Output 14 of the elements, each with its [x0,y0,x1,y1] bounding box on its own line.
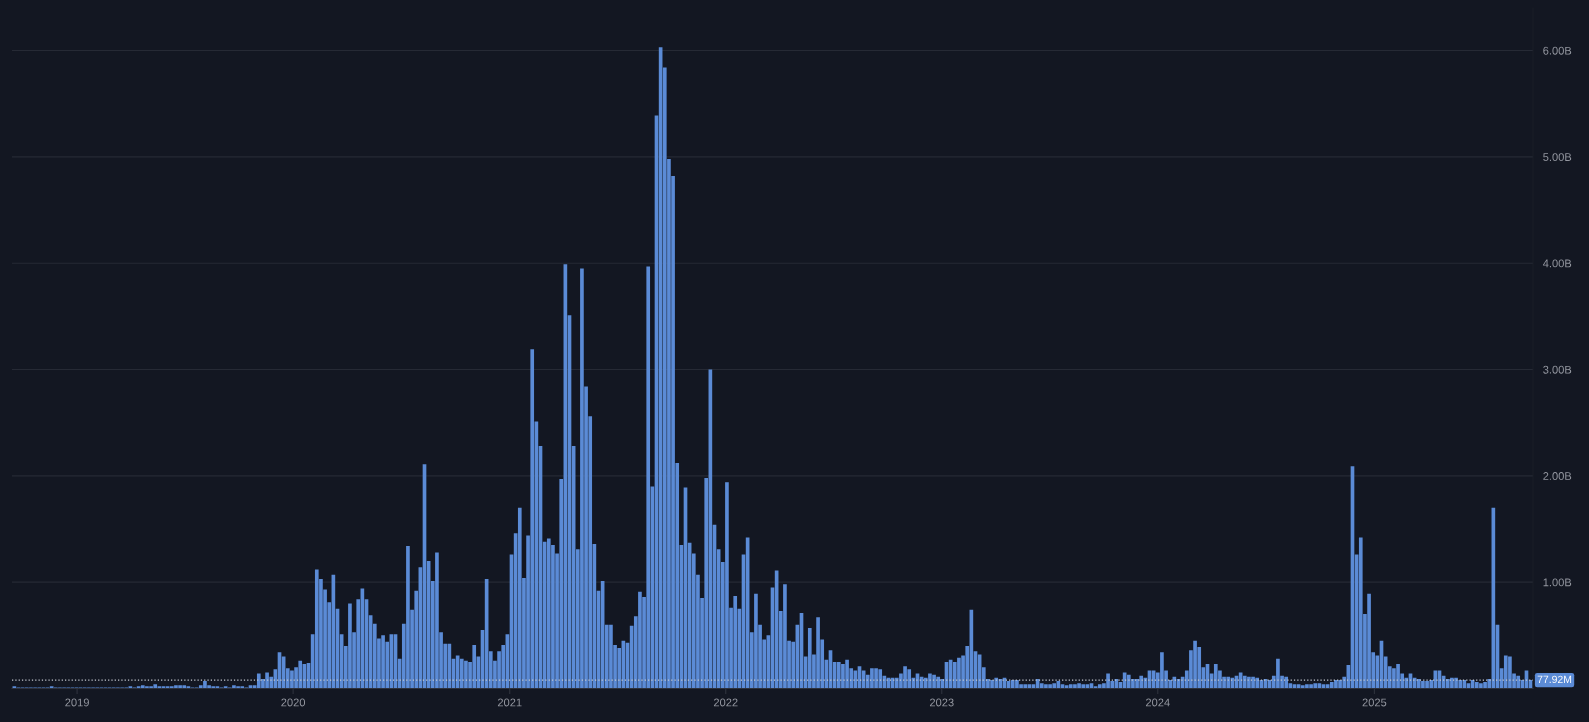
x-tick-label: 2024 [1145,698,1170,707]
ref-line-label: 77.92M [1537,675,1572,684]
y-tick-label: 6.00B [1543,46,1572,55]
y-tick-label: 1.00B [1543,578,1572,587]
y-tick-label: 4.00B [1542,259,1572,268]
x-tick-label: 2021 [497,698,522,707]
y-tick-label: 5.00B [1543,153,1572,161]
y-tick-label: 2.00B [1543,472,1572,480]
x-tick-label: 2022 [713,698,738,707]
x-tick-label: 2020 [281,698,306,707]
x-tick-label: 2023 [929,698,954,707]
y-tick-label: 3.00B [1543,365,1572,374]
x-tick-label: 2025 [1362,698,1387,707]
x-tick-label: 2019 [65,698,89,707]
